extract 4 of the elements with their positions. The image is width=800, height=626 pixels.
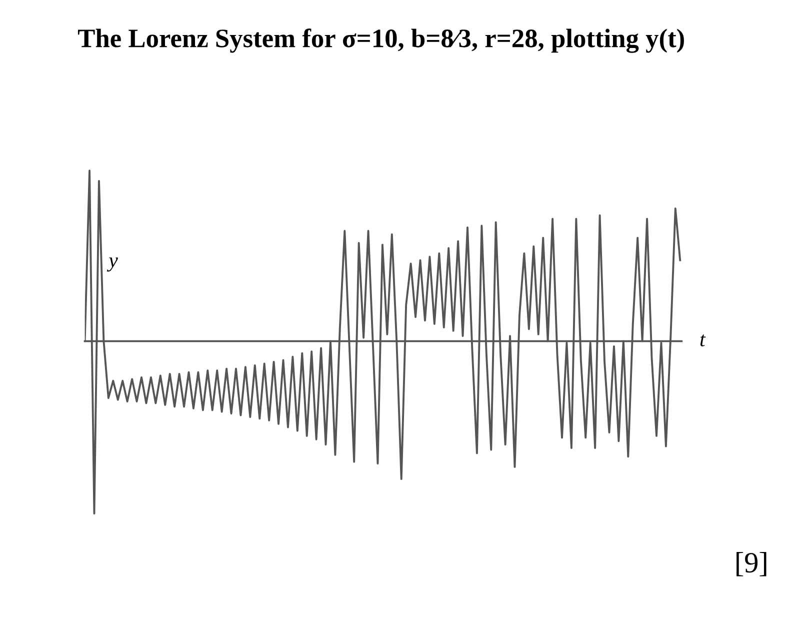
chart-title: The Lorenz System for σ=10, b=8⁄3, r=28, plotting y(t) [78, 28, 684, 53]
x-axis-title: t [700, 334, 706, 346]
text: [9] [736, 552, 766, 576]
y-axis-title: y [106, 258, 118, 272]
